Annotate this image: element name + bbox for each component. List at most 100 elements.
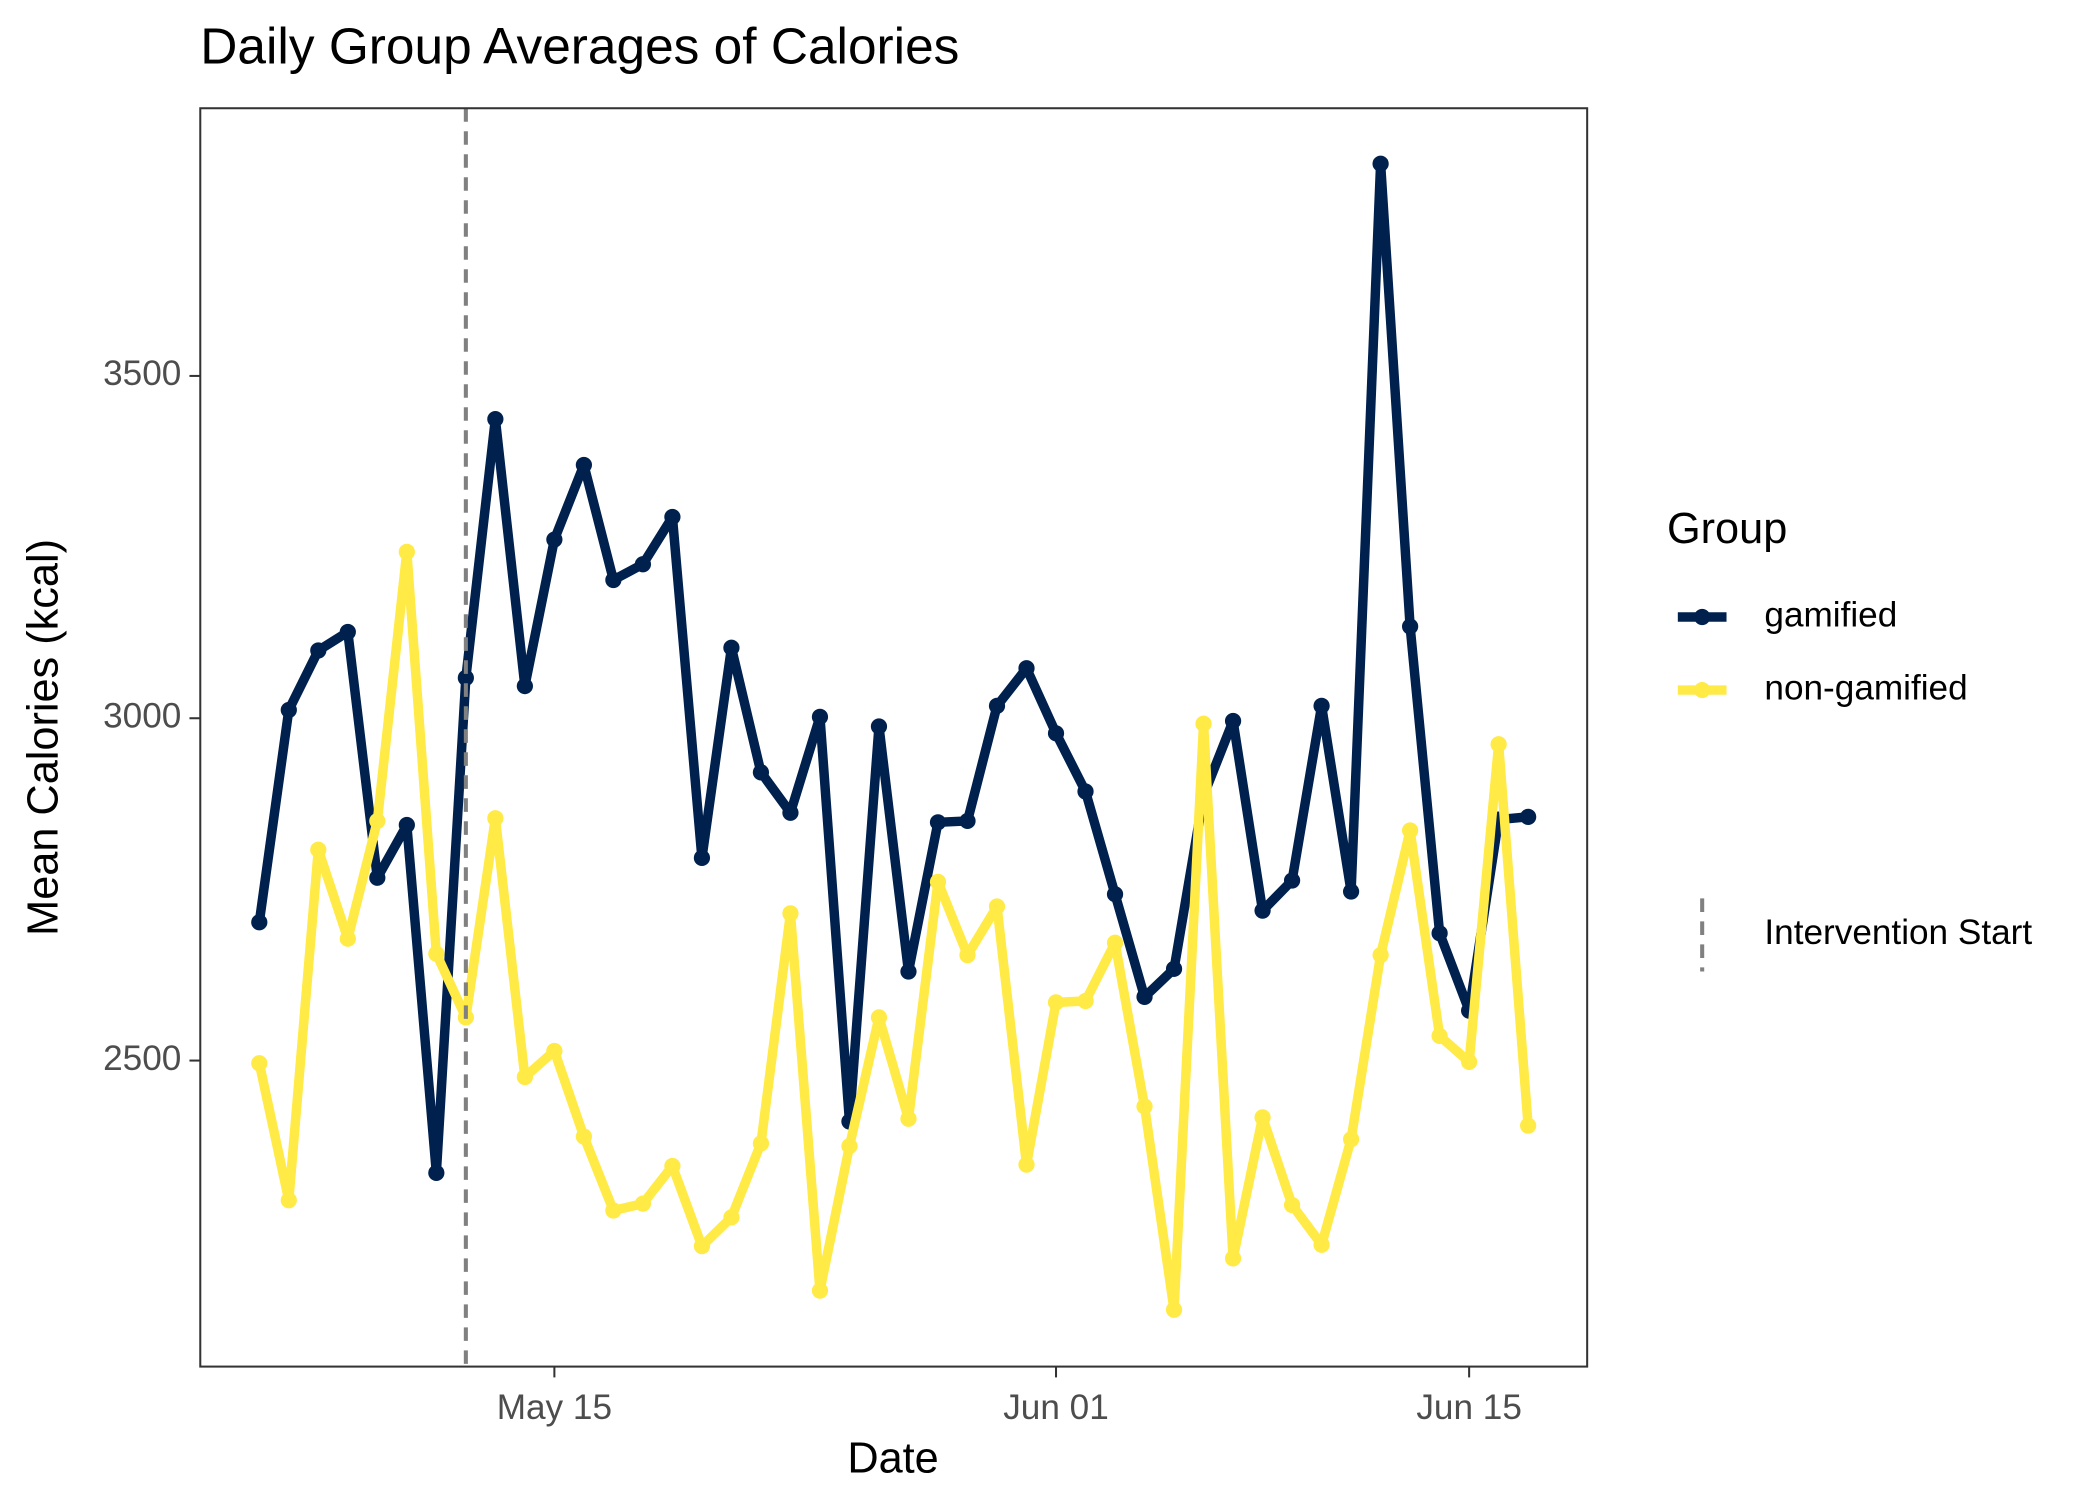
data-point <box>251 914 268 931</box>
data-point <box>900 1110 917 1127</box>
data-point <box>1283 1196 1301 1214</box>
data-point <box>634 1195 652 1212</box>
data-point <box>811 708 829 725</box>
data-point <box>280 701 297 719</box>
data-point <box>575 456 593 474</box>
data-point <box>1047 725 1065 742</box>
data-point <box>752 1135 770 1152</box>
y-tick-label: 2500 <box>103 1039 181 1078</box>
data-point <box>1431 1027 1448 1045</box>
data-point <box>487 810 504 827</box>
series-line <box>254 547 1533 1315</box>
data-point <box>1165 960 1183 977</box>
data-point <box>841 1138 858 1155</box>
x-axis-title: Date <box>847 1435 938 1483</box>
data-point <box>634 556 652 573</box>
plot-border <box>199 107 1589 1368</box>
y-axis-title: Mean Calories (kcal) <box>19 539 67 936</box>
data-point <box>605 1202 622 1219</box>
data-point <box>1136 1098 1153 1115</box>
data-point <box>1136 988 1153 1006</box>
data-point <box>1106 934 1124 951</box>
data-point <box>457 669 474 686</box>
legend-swatch-point <box>1694 608 1711 626</box>
data-point <box>900 963 917 980</box>
data-point <box>1520 1117 1537 1134</box>
data-point <box>1165 1301 1183 1318</box>
legend-swatch-point <box>1694 681 1711 699</box>
data-point <box>369 812 386 830</box>
data-point <box>1490 736 1507 753</box>
data-point <box>546 1042 563 1060</box>
data-point <box>339 930 356 947</box>
data-point <box>1313 697 1330 715</box>
data-point <box>1047 994 1065 1011</box>
data-point <box>723 1209 740 1226</box>
data-point <box>398 816 415 834</box>
data-point <box>516 677 533 695</box>
data-point <box>1372 155 1389 172</box>
data-point <box>1431 925 1448 942</box>
legend-label: Intervention Start <box>1764 913 2032 952</box>
data-point <box>1106 886 1124 903</box>
data-point <box>988 697 1006 715</box>
data-point <box>1018 1156 1035 1173</box>
data-point <box>546 531 563 548</box>
data-point <box>575 1128 593 1145</box>
data-point <box>1342 883 1360 900</box>
x-tick-label: May 15 <box>497 1388 612 1427</box>
data-point <box>752 764 770 781</box>
data-point <box>280 1192 297 1209</box>
data-point <box>929 814 947 831</box>
data-point <box>723 639 740 656</box>
data-point <box>428 945 445 962</box>
data-point <box>1520 808 1537 825</box>
data-point <box>487 410 504 428</box>
data-point <box>782 905 799 922</box>
data-point <box>1224 712 1242 730</box>
data-point <box>870 718 888 735</box>
data-point <box>1401 822 1419 839</box>
data-point <box>664 1157 681 1175</box>
data-point <box>516 1068 533 1086</box>
data-point <box>398 543 415 561</box>
data-point <box>693 1237 711 1255</box>
data-point <box>310 642 327 659</box>
data-point <box>929 873 947 890</box>
data-point <box>1077 783 1094 800</box>
data-point <box>959 812 976 830</box>
y-tick-label: 3500 <box>103 354 181 393</box>
data-point <box>664 508 681 526</box>
data-point <box>310 841 327 858</box>
data-point <box>1372 947 1389 964</box>
legend-label: non-gamified <box>1764 668 1967 707</box>
data-point <box>339 623 356 641</box>
data-point <box>1313 1236 1330 1253</box>
legend-title: Group <box>1667 505 1787 553</box>
data-point <box>782 804 799 821</box>
y-tick-label: 3000 <box>103 697 181 736</box>
data-point <box>1018 660 1035 677</box>
data-point <box>959 947 976 964</box>
data-point <box>1254 1109 1271 1126</box>
data-point <box>428 1164 445 1181</box>
x-tick-label: Jun 15 <box>1416 1388 1522 1427</box>
data-point <box>693 849 711 867</box>
data-point <box>251 1055 268 1072</box>
data-point <box>870 1009 888 1026</box>
data-point <box>1254 902 1271 919</box>
data-point <box>1077 992 1094 1010</box>
data-point <box>1224 1250 1242 1267</box>
data-point <box>988 898 1006 915</box>
x-tick-label: Jun 01 <box>1003 1388 1109 1427</box>
data-point <box>1283 872 1301 889</box>
data-point <box>1401 618 1419 635</box>
legend-label: gamified <box>1764 595 1897 634</box>
data-point <box>369 869 386 886</box>
data-point <box>1195 715 1212 732</box>
data-point <box>811 1282 829 1299</box>
data-point <box>605 571 622 589</box>
data-point <box>1461 1053 1478 1071</box>
